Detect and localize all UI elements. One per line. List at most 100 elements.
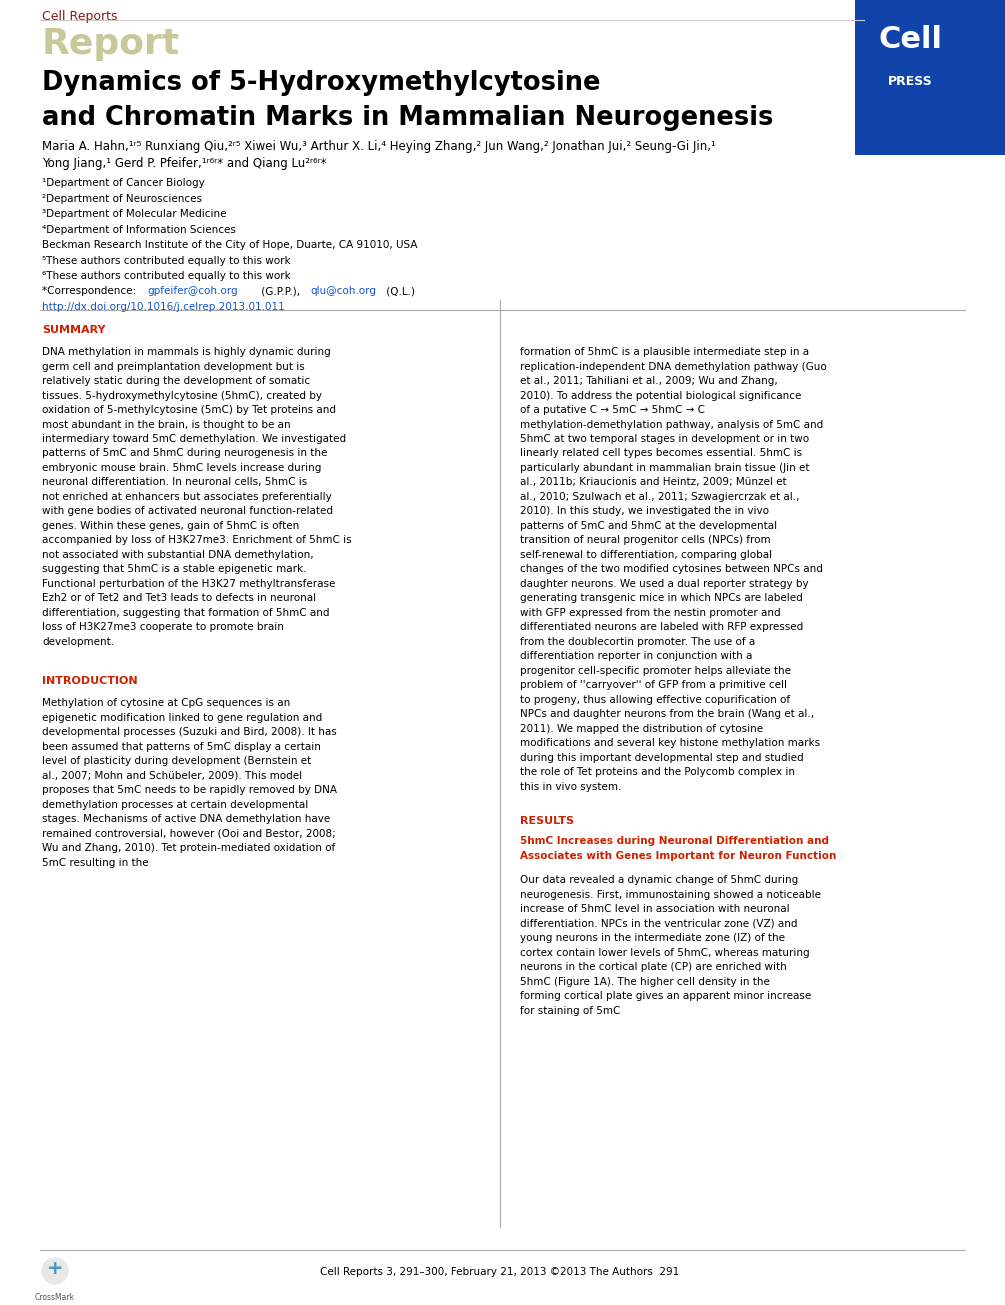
Text: transition of neural progenitor cells (NPCs) from: transition of neural progenitor cells (N… xyxy=(520,535,771,545)
Text: al., 2010; Szulwach et al., 2011; Szwagiercrzak et al.,: al., 2010; Szulwach et al., 2011; Szwagi… xyxy=(520,492,800,502)
Text: 5hmC (Figure 1A). The higher cell density in the: 5hmC (Figure 1A). The higher cell densit… xyxy=(520,977,770,987)
Text: oxidation of 5-methylcytosine (5mC) by Tet proteins and: oxidation of 5-methylcytosine (5mC) by T… xyxy=(42,405,336,415)
Text: for staining of 5mC: for staining of 5mC xyxy=(520,1006,620,1017)
Text: during this important developmental step and studied: during this important developmental step… xyxy=(520,753,804,763)
Text: RESULTS: RESULTS xyxy=(520,817,574,826)
Text: self-renewal to differentiation, comparing global: self-renewal to differentiation, compari… xyxy=(520,549,772,560)
Text: 2011). We mapped the distribution of cytosine: 2011). We mapped the distribution of cyt… xyxy=(520,724,763,733)
Text: developmental processes (Suzuki and Bird, 2008). It has: developmental processes (Suzuki and Bird… xyxy=(42,727,337,737)
Text: Wu and Zhang, 2010). Tet protein-mediated oxidation of: Wu and Zhang, 2010). Tet protein-mediate… xyxy=(42,843,336,853)
Text: daughter neurons. We used a dual reporter strategy by: daughter neurons. We used a dual reporte… xyxy=(520,579,809,589)
Text: level of plasticity during development (Bernstein et: level of plasticity during development (… xyxy=(42,757,312,766)
Text: ²Department of Neurosciences: ²Department of Neurosciences xyxy=(42,193,202,204)
Text: generating transgenic mice in which NPCs are labeled: generating transgenic mice in which NPCs… xyxy=(520,594,803,603)
Text: not enriched at enhancers but associates preferentially: not enriched at enhancers but associates… xyxy=(42,492,332,502)
Text: relatively static during the development of somatic: relatively static during the development… xyxy=(42,376,311,386)
Text: neurogenesis. First, immunostaining showed a noticeable: neurogenesis. First, immunostaining show… xyxy=(520,890,821,900)
Text: Beckman Research Institute of the City of Hope, Duarte, CA 91010, USA: Beckman Research Institute of the City o… xyxy=(42,240,417,251)
Text: +: + xyxy=(47,1259,63,1279)
Text: accompanied by loss of H3K27me3. Enrichment of 5hmC is: accompanied by loss of H3K27me3. Enrichm… xyxy=(42,535,352,545)
Text: methylation-demethylation pathway, analysis of 5mC and: methylation-demethylation pathway, analy… xyxy=(520,419,823,429)
Text: 5mC resulting in the: 5mC resulting in the xyxy=(42,857,149,868)
Text: Cell Reports 3, 291–300, February 21, 2013 ©2013 The Authors  291: Cell Reports 3, 291–300, February 21, 20… xyxy=(321,1267,679,1278)
FancyBboxPatch shape xyxy=(855,0,1005,155)
Text: with gene bodies of activated neuronal function-related: with gene bodies of activated neuronal f… xyxy=(42,506,333,517)
Text: differentiation, suggesting that formation of 5hmC and: differentiation, suggesting that formati… xyxy=(42,608,330,619)
Text: Methylation of cytosine at CpG sequences is an: Methylation of cytosine at CpG sequences… xyxy=(42,698,290,709)
Text: SUMMARY: SUMMARY xyxy=(42,325,106,335)
Text: genes. Within these genes, gain of 5hmC is often: genes. Within these genes, gain of 5hmC … xyxy=(42,521,299,531)
Text: ¹Department of Cancer Biology: ¹Department of Cancer Biology xyxy=(42,177,205,188)
Text: progenitor cell-specific promoter helps alleviate the: progenitor cell-specific promoter helps … xyxy=(520,666,791,676)
Text: tissues. 5-hydroxymethylcytosine (5hmC), created by: tissues. 5-hydroxymethylcytosine (5hmC),… xyxy=(42,390,322,401)
Text: CrossMark: CrossMark xyxy=(35,1293,75,1302)
Text: ³Department of Molecular Medicine: ³Department of Molecular Medicine xyxy=(42,209,226,219)
Text: linearly related cell types becomes essential. 5hmC is: linearly related cell types becomes esse… xyxy=(520,449,802,458)
Text: patterns of 5mC and 5hmC at the developmental: patterns of 5mC and 5hmC at the developm… xyxy=(520,521,777,531)
Text: gpfeifer@coh.org: gpfeifer@coh.org xyxy=(147,287,237,296)
Text: forming cortical plate gives an apparent minor increase: forming cortical plate gives an apparent… xyxy=(520,992,811,1001)
Text: formation of 5hmC is a plausible intermediate step in a: formation of 5hmC is a plausible interme… xyxy=(520,347,809,358)
Text: most abundant in the brain, is thought to be an: most abundant in the brain, is thought t… xyxy=(42,419,290,429)
Text: differentiation reporter in conjunction with a: differentiation reporter in conjunction … xyxy=(520,651,753,662)
Text: Open: Open xyxy=(881,104,939,124)
Text: from the doublecortin promoter. The use of a: from the doublecortin promoter. The use … xyxy=(520,637,755,647)
Text: ⁶These authors contributed equally to this work: ⁶These authors contributed equally to th… xyxy=(42,271,290,281)
Text: NPCs and daughter neurons from the brain (Wang et al.,: NPCs and daughter neurons from the brain… xyxy=(520,710,814,719)
Text: neuronal differentiation. In neuronal cells, 5hmC is: neuronal differentiation. In neuronal ce… xyxy=(42,478,308,488)
Text: Maria A. Hahn,¹ʳ⁵ Runxiang Qiu,²ʳ⁵ Xiwei Wu,³ Arthur X. Li,⁴ Heying Zhang,² Jun : Maria A. Hahn,¹ʳ⁵ Runxiang Qiu,²ʳ⁵ Xiwei… xyxy=(42,140,716,153)
Text: modifications and several key histone methylation marks: modifications and several key histone me… xyxy=(520,739,820,749)
Text: ⁵These authors contributed equally to this work: ⁵These authors contributed equally to th… xyxy=(42,256,290,265)
Circle shape xyxy=(42,1258,68,1284)
Text: 5hmC at two temporal stages in development or in two: 5hmC at two temporal stages in developme… xyxy=(520,435,809,444)
Text: Yong Jiang,¹ Gerd P. Pfeifer,¹ʳ⁶ʳ* and Qiang Lu²ʳ⁶ʳ*: Yong Jiang,¹ Gerd P. Pfeifer,¹ʳ⁶ʳ* and Q… xyxy=(42,157,327,170)
Text: cortex contain lower levels of 5hmC, whereas maturing: cortex contain lower levels of 5hmC, whe… xyxy=(520,947,810,958)
Text: replication-independent DNA demethylation pathway (Guo: replication-independent DNA demethylatio… xyxy=(520,361,827,372)
Text: the role of Tet proteins and the Polycomb complex in: the role of Tet proteins and the Polycom… xyxy=(520,767,795,778)
Text: Cell: Cell xyxy=(878,25,942,54)
Text: (G.P.P.),: (G.P.P.), xyxy=(258,287,304,296)
Text: demethylation processes at certain developmental: demethylation processes at certain devel… xyxy=(42,800,309,810)
Text: PRESS: PRESS xyxy=(887,74,933,87)
Text: germ cell and preimplantation development but is: germ cell and preimplantation developmen… xyxy=(42,361,305,372)
Text: changes of the two modified cytosines between NPCs and: changes of the two modified cytosines be… xyxy=(520,565,823,574)
Text: remained controversial, however (Ooi and Bestor, 2008;: remained controversial, however (Ooi and… xyxy=(42,829,336,839)
Text: neurons in the cortical plate (CP) are enriched with: neurons in the cortical plate (CP) are e… xyxy=(520,963,787,972)
Text: (Q.L.): (Q.L.) xyxy=(383,287,415,296)
Text: ACCESS: ACCESS xyxy=(883,138,937,151)
Text: Cell Reports: Cell Reports xyxy=(42,10,118,23)
Text: differentiation. NPCs in the ventricular zone (VZ) and: differentiation. NPCs in the ventricular… xyxy=(520,919,798,929)
Text: *Correspondence:: *Correspondence: xyxy=(42,287,140,296)
Text: Ezh2 or of Tet2 and Tet3 leads to defects in neuronal: Ezh2 or of Tet2 and Tet3 leads to defect… xyxy=(42,594,317,603)
Text: INTRODUCTION: INTRODUCTION xyxy=(42,676,138,686)
Text: Functional perturbation of the H3K27 methyltransferase: Functional perturbation of the H3K27 met… xyxy=(42,579,336,589)
Text: patterns of 5mC and 5hmC during neurogenesis in the: patterns of 5mC and 5hmC during neurogen… xyxy=(42,449,328,458)
Text: development.: development. xyxy=(42,637,115,647)
Text: of a putative C → 5mC → 5hmC → C: of a putative C → 5mC → 5hmC → C xyxy=(520,405,705,415)
Text: problem of ''carryover'' of GFP from a primitive cell: problem of ''carryover'' of GFP from a p… xyxy=(520,680,787,690)
Text: been assumed that patterns of 5mC display a certain: been assumed that patterns of 5mC displa… xyxy=(42,743,321,752)
Text: embryonic mouse brain. 5hmC levels increase during: embryonic mouse brain. 5hmC levels incre… xyxy=(42,463,322,472)
Text: Dynamics of 5-Hydroxymethylcytosine: Dynamics of 5-Hydroxymethylcytosine xyxy=(42,70,601,97)
Text: al., 2007; Mohn and Schübeler, 2009). This model: al., 2007; Mohn and Schübeler, 2009). Th… xyxy=(42,771,303,780)
Text: 2010). To address the potential biological significance: 2010). To address the potential biologic… xyxy=(520,390,801,401)
Text: intermediary toward 5mC demethylation. We investigated: intermediary toward 5mC demethylation. W… xyxy=(42,435,346,444)
Text: this in vivo system.: this in vivo system. xyxy=(520,782,621,792)
Text: qlu@coh.org: qlu@coh.org xyxy=(310,287,376,296)
Text: and Chromatin Marks in Mammalian Neurogenesis: and Chromatin Marks in Mammalian Neuroge… xyxy=(42,104,774,130)
Text: suggesting that 5hmC is a stable epigenetic mark.: suggesting that 5hmC is a stable epigene… xyxy=(42,565,307,574)
Text: young neurons in the intermediate zone (IZ) of the: young neurons in the intermediate zone (… xyxy=(520,933,785,944)
Text: Our data revealed a dynamic change of 5hmC during: Our data revealed a dynamic change of 5h… xyxy=(520,876,798,886)
Text: proposes that 5mC needs to be rapidly removed by DNA: proposes that 5mC needs to be rapidly re… xyxy=(42,786,337,796)
Text: not associated with substantial DNA demethylation,: not associated with substantial DNA deme… xyxy=(42,549,314,560)
Text: Associates with Genes Important for Neuron Function: Associates with Genes Important for Neur… xyxy=(520,851,836,861)
Text: to progeny, thus allowing effective copurification of: to progeny, thus allowing effective copu… xyxy=(520,696,790,705)
Text: 5hmC Increases during Neuronal Differentiation and: 5hmC Increases during Neuronal Different… xyxy=(520,837,829,847)
Text: epigenetic modification linked to gene regulation and: epigenetic modification linked to gene r… xyxy=(42,713,323,723)
Text: al., 2011b; Kriaucionis and Heintz, 2009; Münzel et: al., 2011b; Kriaucionis and Heintz, 2009… xyxy=(520,478,787,488)
Text: DNA methylation in mammals is highly dynamic during: DNA methylation in mammals is highly dyn… xyxy=(42,347,331,358)
Text: increase of 5hmC level in association with neuronal: increase of 5hmC level in association wi… xyxy=(520,904,790,915)
Text: ⁴Department of Information Sciences: ⁴Department of Information Sciences xyxy=(42,224,236,235)
Text: stages. Mechanisms of active DNA demethylation have: stages. Mechanisms of active DNA demethy… xyxy=(42,814,331,825)
Text: et al., 2011; Tahiliani et al., 2009; Wu and Zhang,: et al., 2011; Tahiliani et al., 2009; Wu… xyxy=(520,376,778,386)
